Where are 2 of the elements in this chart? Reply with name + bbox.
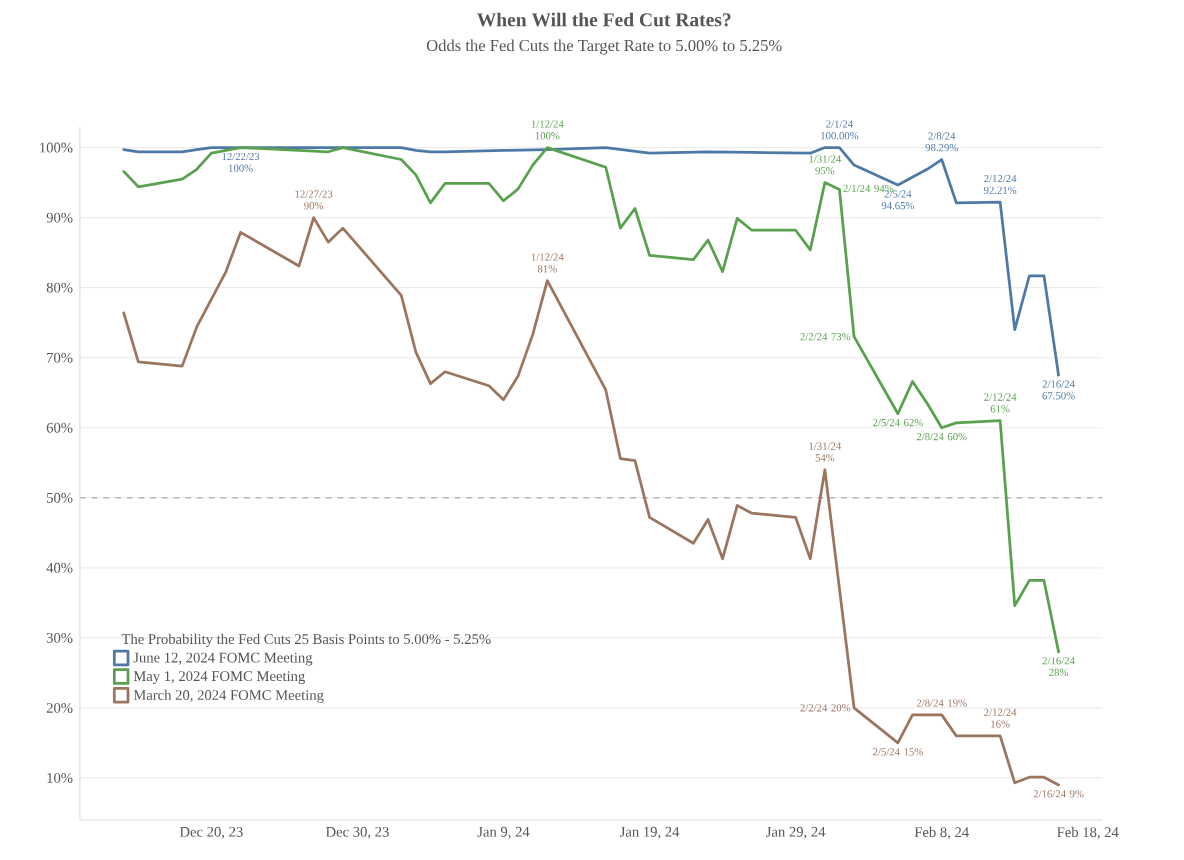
chart-title: When Will the Fed Cut Rates? <box>477 12 731 27</box>
chart-subtitle: Odds the Fed Cuts the Target Rate to 5.00% to 5.25% <box>426 39 782 55</box>
